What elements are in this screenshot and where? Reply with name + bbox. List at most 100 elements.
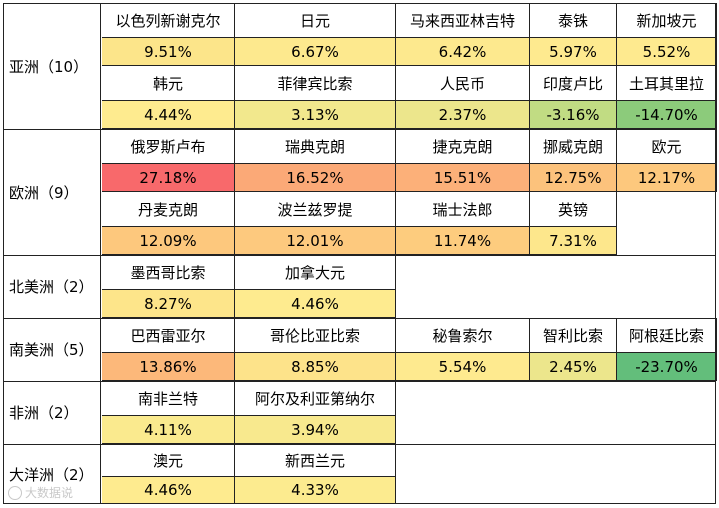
column-divider xyxy=(529,192,530,255)
region-divider xyxy=(3,318,716,319)
change-value: 8.85% xyxy=(235,352,395,381)
currency-name: 日元 xyxy=(235,4,395,37)
column-divider xyxy=(716,318,717,381)
column-divider xyxy=(529,66,530,129)
change-value: 4.46% xyxy=(102,476,234,504)
change-value: 9.51% xyxy=(102,37,234,66)
watermark-text: 大数据说 xyxy=(25,486,74,500)
column-divider xyxy=(234,381,235,444)
change-value: 4.44% xyxy=(102,100,234,129)
change-value: 12.17% xyxy=(617,163,716,192)
region-divider xyxy=(3,444,716,445)
currency-name: 阿尔及利亚第纳尔 xyxy=(235,382,395,415)
region-label: 欧洲（9） xyxy=(3,129,101,255)
change-value: 13.86% xyxy=(102,352,234,381)
change-value: 4.33% xyxy=(235,476,395,504)
column-divider xyxy=(395,3,396,66)
currency-name: 菲律宾比索 xyxy=(235,67,395,100)
currency-name: 澳元 xyxy=(102,445,234,476)
change-value: 12.01% xyxy=(235,226,395,255)
currency-name: 哥伦比亚比索 xyxy=(235,319,395,352)
change-value: 7.31% xyxy=(530,226,616,255)
region-label: 大洋洲（2） xyxy=(3,444,101,504)
column-divider xyxy=(616,3,617,66)
currency-name: 新加坡元 xyxy=(617,4,716,37)
change-value: 8.27% xyxy=(102,289,234,318)
column-divider xyxy=(529,129,530,192)
region-divider xyxy=(3,129,716,130)
column-divider xyxy=(395,255,396,318)
column-divider xyxy=(395,444,396,504)
change-value: 15.51% xyxy=(396,163,529,192)
change-value: 5.97% xyxy=(530,37,616,66)
column-divider xyxy=(395,318,396,381)
currency-name: 智利比索 xyxy=(530,319,616,352)
column-divider xyxy=(716,66,717,129)
column-divider xyxy=(234,66,235,129)
region-label: 南美洲（5） xyxy=(3,318,101,381)
change-value: 2.37% xyxy=(396,100,529,129)
currency-name: 新西兰元 xyxy=(235,445,395,476)
currency-name: 土耳其里拉 xyxy=(617,67,716,100)
column-divider xyxy=(529,3,530,66)
region-divider xyxy=(3,381,716,382)
currency-name: 南非兰特 xyxy=(102,382,234,415)
column-divider xyxy=(616,129,617,192)
watermark-logo-icon xyxy=(8,485,22,500)
change-value: 27.18% xyxy=(102,163,234,192)
change-value: 6.67% xyxy=(235,37,395,66)
currency-name: 泰铢 xyxy=(530,4,616,37)
currency-name: 巴西雷亚尔 xyxy=(102,319,234,352)
change-value: -14.70% xyxy=(617,100,716,129)
currency-name: 丹麦克朗 xyxy=(102,193,234,226)
currency-name: 印度卢比 xyxy=(530,67,616,100)
column-divider xyxy=(616,66,617,129)
column-divider xyxy=(395,381,396,444)
column-divider xyxy=(616,192,617,255)
currency-name: 加拿大元 xyxy=(235,256,395,289)
currency-name: 英镑 xyxy=(530,193,616,226)
currency-name: 阿根廷比索 xyxy=(617,319,716,352)
change-value: 12.09% xyxy=(102,226,234,255)
region-label: 非洲（2） xyxy=(3,381,101,444)
change-value: 5.54% xyxy=(396,352,529,381)
currency-name: 马来西亚林吉特 xyxy=(396,4,529,37)
column-divider xyxy=(395,66,396,129)
change-value: 3.94% xyxy=(235,415,395,444)
currency-name: 墨西哥比索 xyxy=(102,256,234,289)
column-divider xyxy=(234,192,235,255)
currency-name: 瑞典克朗 xyxy=(235,130,395,163)
column-divider xyxy=(234,318,235,381)
currency-name: 挪威克朗 xyxy=(530,130,616,163)
change-value: 12.75% xyxy=(530,163,616,192)
change-value: 4.46% xyxy=(235,289,395,318)
currency-name: 俄罗斯卢布 xyxy=(102,130,234,163)
region-divider xyxy=(3,255,716,256)
region-label: 北美洲（2） xyxy=(3,255,101,318)
region-label: 亚洲（10） xyxy=(3,3,101,129)
column-divider xyxy=(395,129,396,192)
column-divider xyxy=(716,3,717,66)
column-divider xyxy=(395,192,396,255)
column-divider xyxy=(234,255,235,318)
currency-name: 瑞士法郎 xyxy=(396,193,529,226)
currency-name: 秘鲁索尔 xyxy=(396,319,529,352)
watermark: 大数据说 xyxy=(8,484,73,501)
change-value: 2.45% xyxy=(530,352,616,381)
change-value: 5.52% xyxy=(617,37,716,66)
change-value: -3.16% xyxy=(530,100,616,129)
currency-name: 捷克克朗 xyxy=(396,130,529,163)
change-value: 3.13% xyxy=(235,100,395,129)
currency-name: 波兰兹罗提 xyxy=(235,193,395,226)
column-divider xyxy=(234,444,235,504)
column-divider xyxy=(234,3,235,66)
currency-name: 欧元 xyxy=(617,130,716,163)
change-value: 6.42% xyxy=(396,37,529,66)
change-value: 4.11% xyxy=(102,415,234,444)
change-value: 11.74% xyxy=(396,226,529,255)
currency-name: 韩元 xyxy=(102,67,234,100)
column-divider xyxy=(616,318,617,381)
change-value: -23.70% xyxy=(617,352,716,381)
change-value: 16.52% xyxy=(235,163,395,192)
